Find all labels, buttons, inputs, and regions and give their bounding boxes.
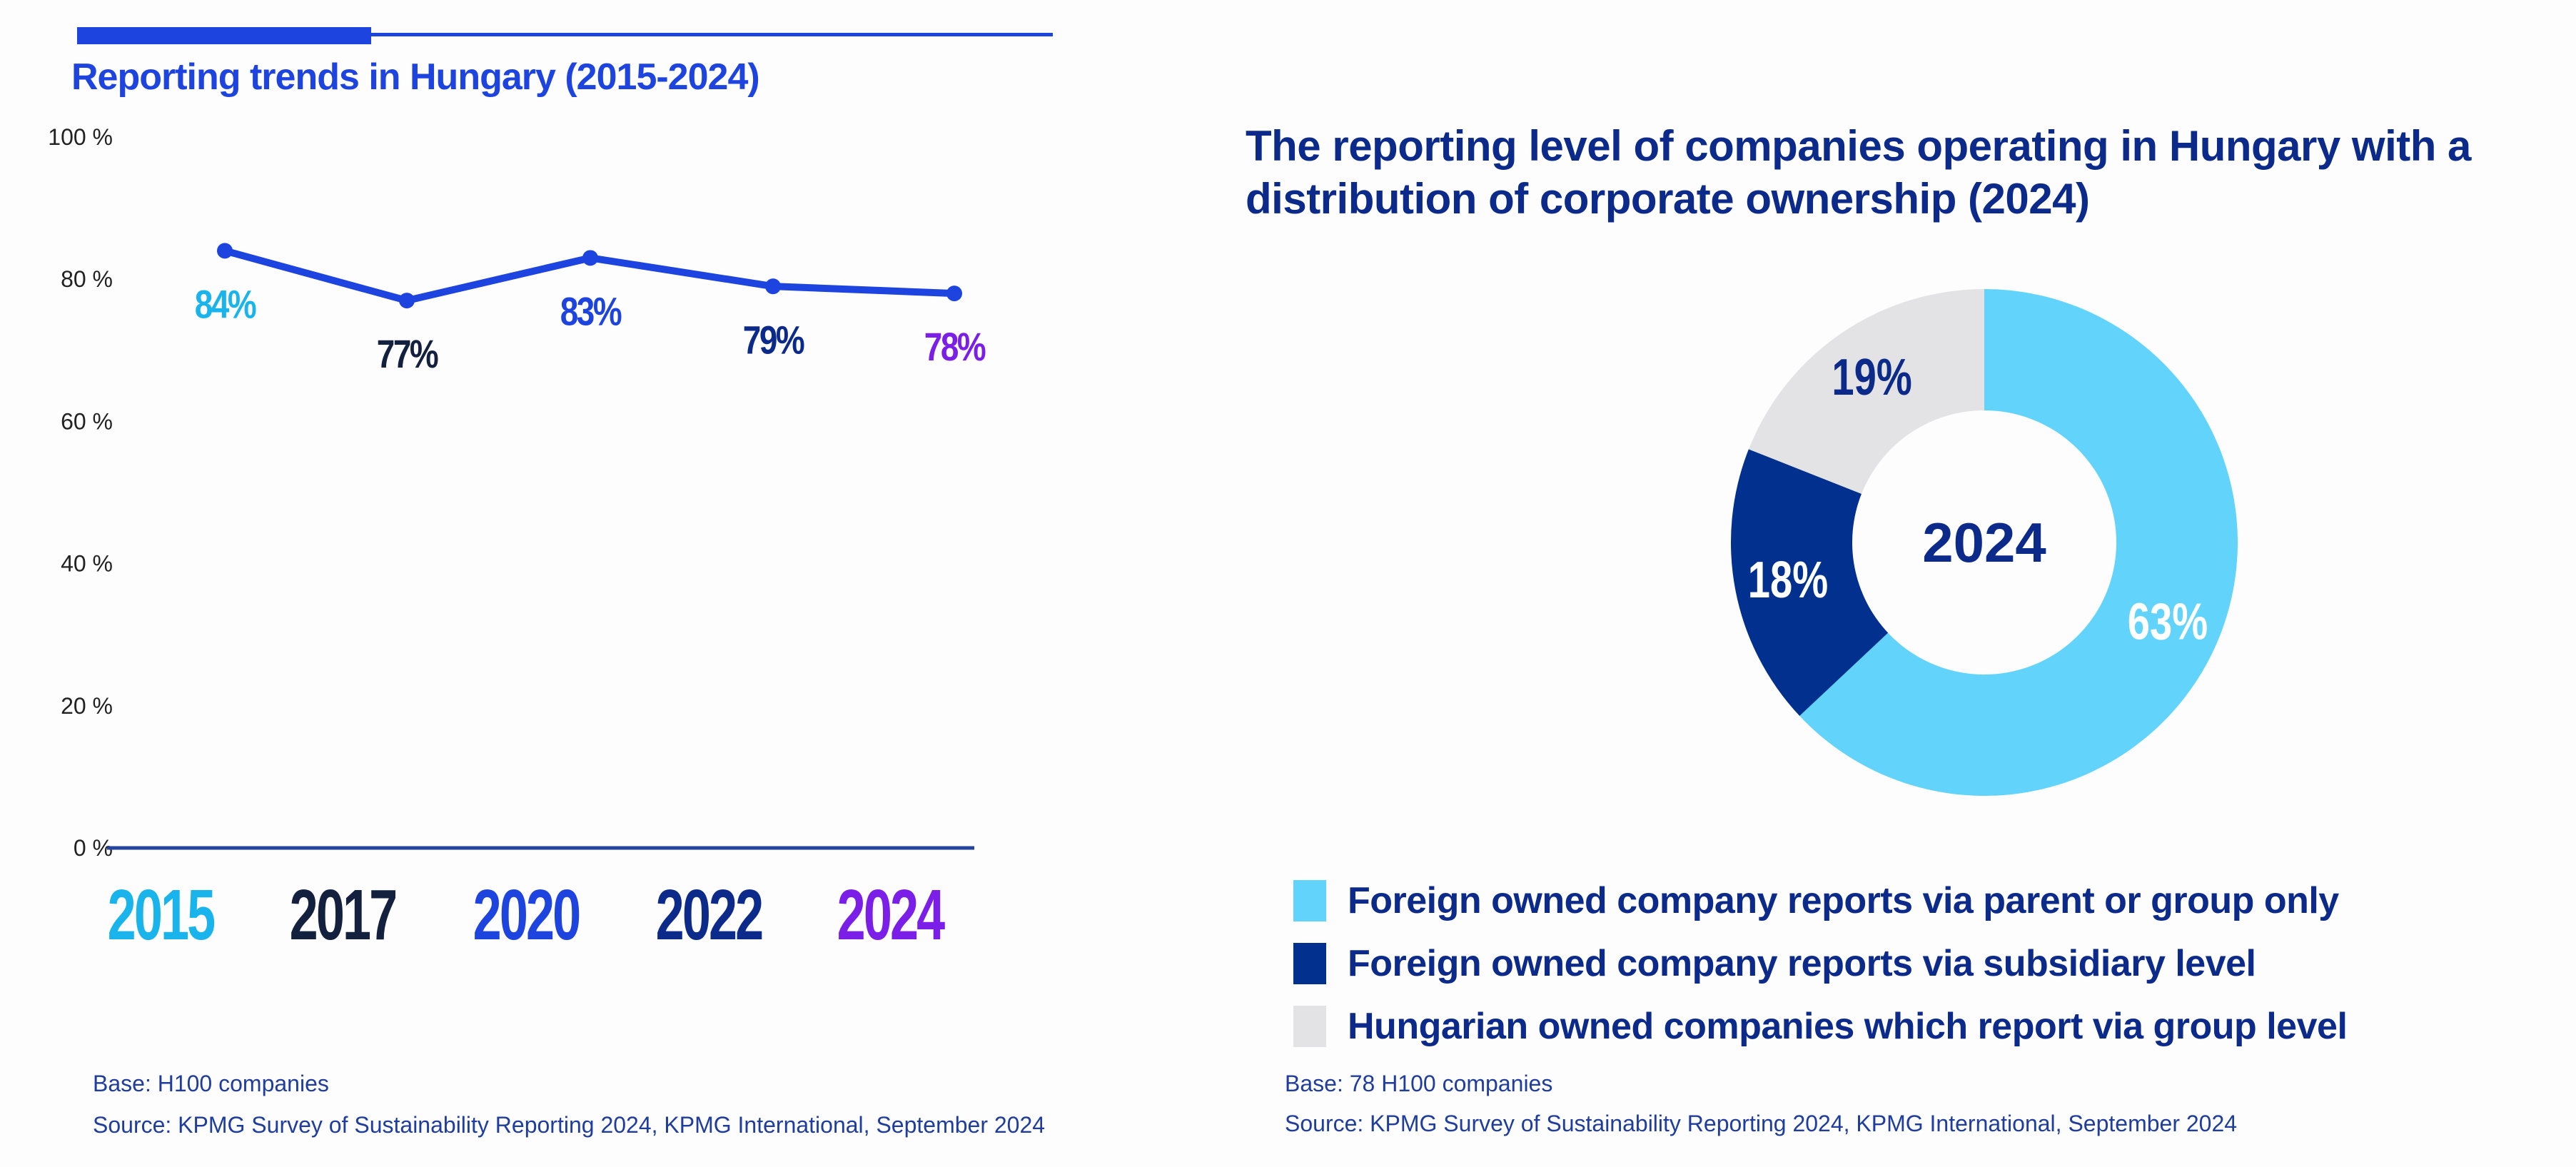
data-labels: 84% 77% 83% 79% 78% bbox=[195, 282, 988, 376]
donut-slices bbox=[1731, 289, 2238, 796]
data-point bbox=[946, 286, 962, 302]
donut-slice-label: 18% bbox=[1748, 551, 1828, 608]
donut-slice bbox=[1799, 289, 2238, 796]
data-label: 79% bbox=[743, 318, 804, 362]
left-source-note: Source: KPMG Survey of Sustainability Re… bbox=[93, 1112, 1046, 1138]
legend-item: Hungarian owned companies which report v… bbox=[1293, 1005, 2348, 1048]
right-base-note: Base: 78 H100 companies bbox=[1285, 1071, 1553, 1096]
left-base-note: Base: H100 companies bbox=[93, 1071, 329, 1096]
data-label: 77% bbox=[377, 332, 438, 376]
legend-label: Foreign owned company reports via subsid… bbox=[1348, 943, 2256, 984]
donut-chart: 63% 18% 19% 2024 bbox=[1731, 289, 2238, 796]
donut-title-line-2: distribution of corporate ownership (202… bbox=[1246, 175, 2090, 223]
donut-title-line-1: The reporting level of companies operati… bbox=[1246, 122, 2471, 170]
data-point bbox=[399, 293, 415, 309]
y-tick-label: 60 % bbox=[61, 408, 113, 434]
x-tick-label: 2015 bbox=[108, 875, 215, 954]
legend-item: Foreign owned company reports via parent… bbox=[1293, 879, 2347, 922]
header-rule bbox=[371, 33, 1053, 36]
donut-slice-label: 63% bbox=[2128, 593, 2208, 650]
data-label: 83% bbox=[560, 289, 622, 333]
line-chart: 0 % 20 % 40 % 60 % 80 % 100 % 84% 77% 83% 79% 78%… bbox=[48, 124, 988, 955]
x-axis-labels: 2015 2017 2020 2022 2024 bbox=[108, 875, 947, 954]
x-tick-label: 2017 bbox=[290, 875, 396, 954]
donut-slice-labels: 63% 18% 19% bbox=[1748, 348, 2208, 650]
x-tick-label: 2024 bbox=[837, 875, 945, 954]
donut-legend: Foreign owned company reports via parent… bbox=[1293, 879, 2348, 1068]
legend-label: Foreign owned company reports via parent… bbox=[1348, 880, 2339, 921]
donut-center-label: 2024 bbox=[1922, 511, 2046, 574]
donut-slice-label: 19% bbox=[1832, 348, 1911, 405]
y-axis: 0 % 20 % 40 % 60 % 80 % 100 % bbox=[48, 124, 113, 861]
legend-label: Hungarian owned companies which report v… bbox=[1348, 1006, 2348, 1047]
data-point bbox=[217, 243, 233, 259]
donut-chart-title: The reporting level of companies operati… bbox=[1246, 120, 2559, 226]
data-label: 84% bbox=[195, 282, 256, 326]
y-tick-label: 0 % bbox=[74, 835, 113, 861]
donut-slice bbox=[1731, 449, 1889, 717]
legend-swatch bbox=[1293, 1006, 1326, 1047]
legend-swatch bbox=[1293, 880, 1326, 921]
x-tick-label: 2022 bbox=[656, 875, 762, 954]
y-tick-label: 100 % bbox=[48, 124, 113, 150]
data-points bbox=[217, 243, 962, 309]
y-tick-label: 20 % bbox=[61, 693, 113, 719]
legend-item: Foreign owned company reports via subsid… bbox=[1293, 942, 2347, 985]
data-label: 78% bbox=[924, 325, 986, 369]
right-source-note: Source: KPMG Survey of Sustainability Re… bbox=[1285, 1111, 2238, 1136]
donut-slice bbox=[1748, 289, 1984, 494]
legend-swatch bbox=[1293, 943, 1326, 984]
data-point bbox=[765, 278, 781, 295]
y-tick-label: 80 % bbox=[61, 266, 113, 292]
y-tick-label: 40 % bbox=[61, 551, 113, 577]
header-accent-bar bbox=[77, 27, 371, 44]
data-point bbox=[582, 250, 598, 266]
x-tick-label: 2020 bbox=[473, 875, 580, 954]
line-chart-title: Reporting trends in Hungary (2015-2024) bbox=[71, 56, 760, 98]
